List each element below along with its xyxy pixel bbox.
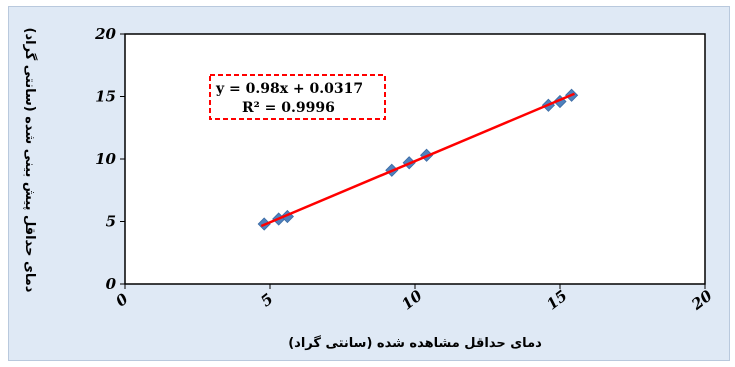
x-tick-label: 15 [543,287,571,314]
y-axis-tick-labels: 0 5 10 15 20 [94,25,116,293]
y-tick-label: 15 [95,88,116,106]
plot-area [124,33,706,285]
x-tick-label: 5 [257,290,276,311]
x-tick-label: 10 [398,286,426,313]
y-tick-label: 20 [94,25,116,43]
trendline-equation: y = 0.98x + 0.0317 [215,81,363,97]
y-tick-label: 5 [106,213,116,231]
r-squared-label: R² = 0.9996 [242,100,335,116]
y-axis-ticks [120,33,125,285]
y-tick-label: 0 [106,275,117,293]
x-axis-ticks [124,284,706,289]
trendline [260,92,575,228]
y-tick-label: 10 [95,150,116,168]
equation-box: y = 0.98x + 0.0317 R² = 0.9996 [209,74,386,120]
y-axis-title: دمای حداقل پیش بینی شده (سانتی گراد) [22,28,38,293]
x-tick-label: 20 [687,286,716,314]
x-axis-title: دمای حداقل مشاهده شده (سانتی گراد) [288,335,542,351]
x-axis-tick-labels: 0 5 10 15 20 [112,286,716,314]
